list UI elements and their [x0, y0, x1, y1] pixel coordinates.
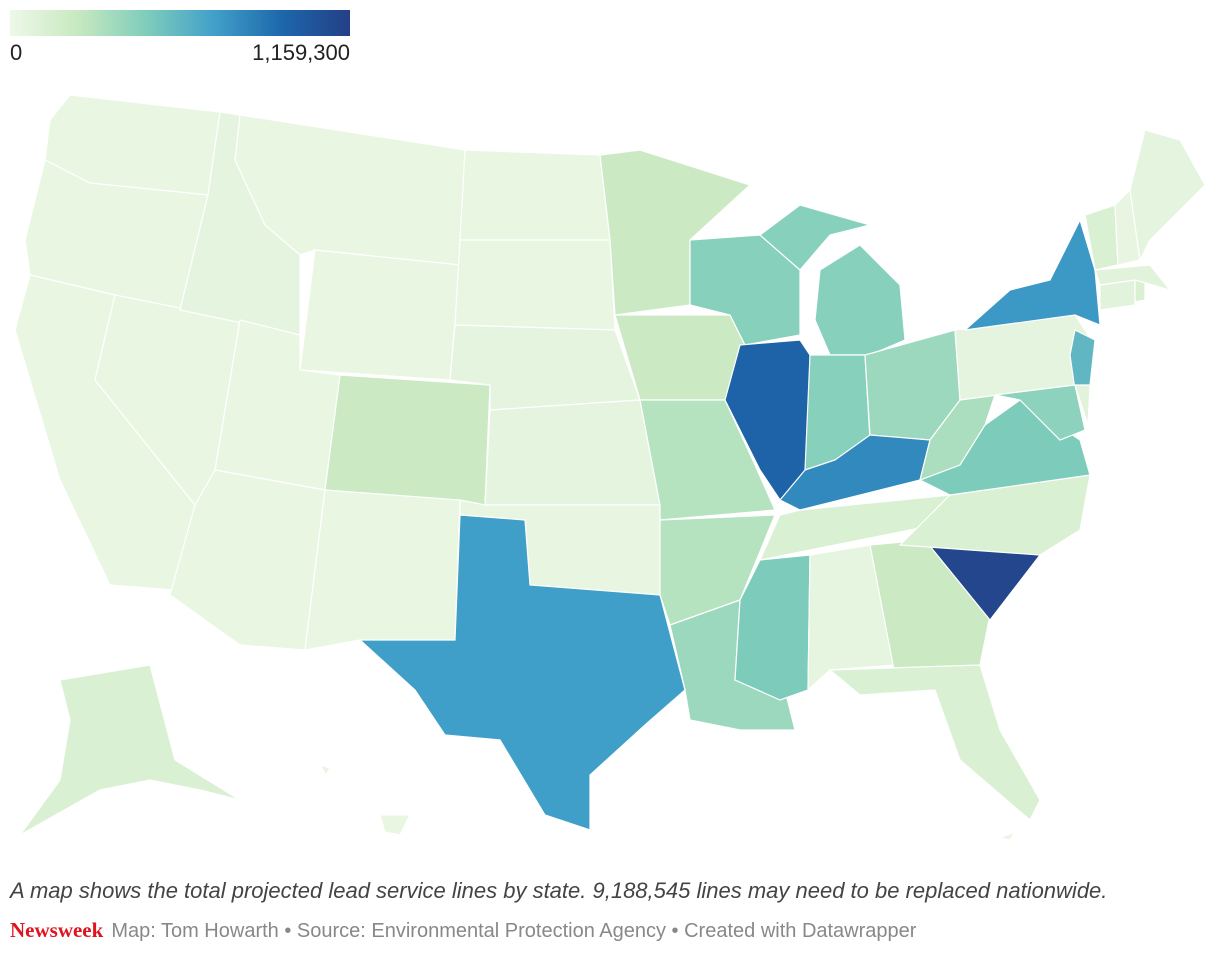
state	[1069, 329, 1096, 391]
state	[814, 244, 906, 356]
legend-bar	[10, 10, 350, 36]
credit: Map: Tom Howarth • Source: Environmental…	[111, 920, 917, 942]
legend-label: 0	[10, 40, 22, 65]
state	[454, 239, 616, 331]
state	[318, 763, 331, 777]
state	[997, 830, 1017, 841]
state	[759, 204, 873, 271]
state	[379, 814, 411, 836]
state	[963, 218, 1101, 331]
state	[898, 474, 1091, 556]
state	[459, 149, 611, 241]
state	[1094, 264, 1172, 292]
state	[484, 399, 661, 506]
state	[19, 664, 241, 836]
state	[299, 249, 461, 381]
state	[828, 664, 1041, 821]
caption: A map shows the total projected lead ser…	[10, 878, 1108, 903]
credit-line: Newsweek Map: Tom Howarth • Source: Envir…	[10, 918, 916, 943]
state	[1129, 129, 1206, 262]
state	[358, 514, 686, 831]
state	[324, 374, 491, 506]
state	[779, 434, 931, 511]
legend-label: 1,159,300	[252, 40, 350, 65]
state	[1134, 279, 1146, 303]
state	[1074, 384, 1091, 426]
state	[304, 489, 461, 651]
brand: Newsweek	[10, 918, 104, 942]
map: 0 1,159,300	[10, 10, 1206, 841]
state	[807, 544, 896, 692]
state	[994, 384, 1086, 441]
